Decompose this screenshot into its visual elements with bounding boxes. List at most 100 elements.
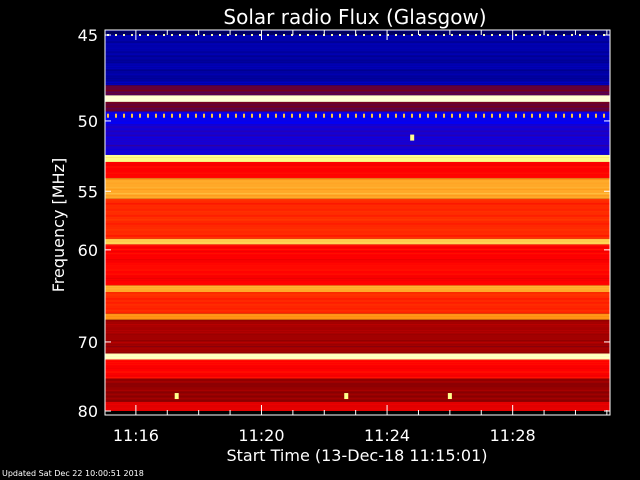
interference-dot	[267, 34, 269, 36]
band-texture	[105, 110, 610, 112]
interference-dot	[155, 113, 157, 118]
interference-dot	[507, 34, 509, 36]
interference-dot	[403, 113, 405, 118]
band-texture	[105, 225, 610, 227]
interference-dot	[451, 113, 453, 118]
band-texture	[105, 211, 610, 213]
interference-dot	[539, 34, 541, 36]
band-texture	[105, 354, 610, 356]
interference-dot	[203, 113, 205, 118]
band-texture	[105, 118, 610, 120]
band-texture	[105, 61, 610, 63]
band-texture	[105, 243, 610, 245]
interference-dot	[243, 113, 245, 118]
band-texture	[105, 193, 610, 195]
band-texture	[105, 55, 610, 57]
interference-dot	[411, 34, 413, 36]
interference-dot	[515, 113, 517, 118]
interference-dot	[195, 113, 197, 118]
y-tick-label: 60	[78, 241, 98, 260]
interference-dot	[443, 113, 445, 118]
band-texture	[105, 263, 610, 265]
band-texture	[105, 235, 610, 237]
band-texture	[105, 277, 610, 279]
band-8	[105, 161, 610, 179]
band-texture	[105, 187, 610, 189]
band-texture	[105, 57, 610, 59]
x-tick-label: 11:16	[113, 426, 159, 445]
band-texture	[105, 363, 610, 365]
band-texture	[105, 134, 610, 136]
band-texture	[105, 227, 610, 229]
interference-dot	[219, 34, 221, 36]
band-texture	[105, 285, 610, 287]
interference-dot	[571, 113, 573, 118]
interference-dot	[475, 113, 477, 118]
interference-dot	[227, 113, 229, 118]
band-texture	[105, 253, 610, 255]
band-texture	[105, 112, 610, 114]
interference-dot	[579, 34, 581, 36]
band-texture	[105, 330, 610, 332]
band-texture	[105, 81, 610, 83]
interference-dot	[315, 34, 317, 36]
band-texture	[105, 288, 610, 290]
band-5	[105, 111, 610, 125]
band-texture	[105, 402, 610, 404]
interference-dot	[259, 113, 261, 118]
band-texture	[105, 348, 610, 350]
band-texture	[105, 356, 610, 358]
interference-dot	[179, 113, 181, 118]
y-tick-label: 80	[78, 402, 98, 421]
band-texture	[105, 409, 610, 411]
interference-dot	[443, 34, 445, 36]
interference-dot	[339, 34, 341, 36]
band-texture	[105, 352, 610, 354]
band-texture	[105, 213, 610, 215]
band-texture	[105, 182, 610, 184]
band-texture	[105, 281, 610, 283]
band-texture	[105, 184, 610, 186]
band-texture	[105, 136, 610, 138]
plot-area	[104, 29, 611, 416]
band-texture	[105, 338, 610, 340]
band-texture	[105, 122, 610, 124]
interference-dot	[419, 113, 421, 118]
band-texture	[105, 221, 610, 223]
burst-spikes	[174, 134, 452, 400]
band-texture	[105, 320, 610, 322]
band-texture	[105, 367, 610, 369]
band-texture	[105, 33, 610, 35]
band-texture	[105, 259, 610, 261]
band-texture	[105, 132, 610, 134]
band-texture	[105, 346, 610, 348]
band-texture	[105, 87, 610, 89]
interference-dot	[283, 113, 285, 118]
band-texture	[105, 342, 610, 344]
band-texture	[105, 176, 610, 178]
band-texture	[105, 69, 610, 71]
interference-dot	[155, 34, 157, 36]
band-texture	[105, 195, 610, 197]
band-texture	[105, 404, 610, 406]
interference-dot	[587, 113, 589, 118]
interference-dot	[163, 34, 165, 36]
interference-dot	[243, 34, 245, 36]
y-axis: 45 50 55 60 70 80	[78, 26, 610, 421]
interference-dot	[291, 113, 293, 118]
band-texture	[105, 324, 610, 326]
interference-dot	[387, 113, 389, 118]
band-texture	[105, 39, 610, 41]
band-texture	[105, 201, 610, 203]
interference-dot	[339, 113, 341, 118]
chart-title: Solar radio Flux (Glasgow)	[223, 5, 486, 29]
interference-dot	[491, 113, 493, 118]
band-texture	[105, 267, 610, 269]
interference-dot	[459, 34, 461, 36]
interference-dot	[115, 113, 117, 118]
interference-dot	[363, 113, 365, 118]
interference-dot	[267, 113, 269, 118]
interference-dot	[379, 34, 381, 36]
interference-dot	[387, 34, 389, 36]
